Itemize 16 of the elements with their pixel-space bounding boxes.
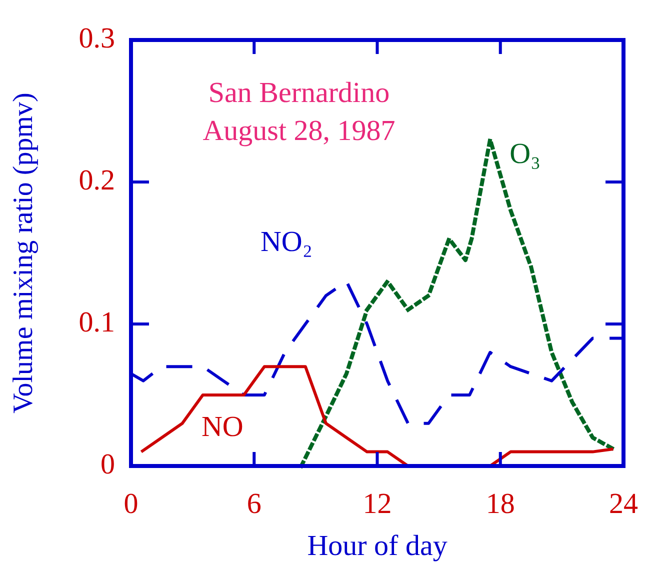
series-label: O₃ (510, 138, 541, 170)
x-tick-label: 0 (124, 488, 138, 520)
x-axis-title: Hour of day (307, 530, 448, 562)
y-axis-title: Volume mixing ratio (ppmv) (8, 92, 40, 414)
y-tick-label: 0.2 (78, 164, 115, 197)
x-tick-label: 12 (362, 488, 392, 520)
text: San Bernardino (208, 77, 390, 109)
series-label: NO₂ (260, 226, 312, 258)
x-tick-label: 24 (609, 488, 638, 520)
series-label: NO (201, 411, 244, 444)
y-tick-label: 0 (100, 448, 115, 481)
y-tick-label: 0.1 (78, 306, 115, 339)
x-tick-label: 18 (486, 488, 515, 520)
y-tick-label: 0.3 (78, 22, 115, 55)
x-tick-label: 6 (246, 488, 262, 520)
text: August 28, 1987 (202, 115, 396, 147)
